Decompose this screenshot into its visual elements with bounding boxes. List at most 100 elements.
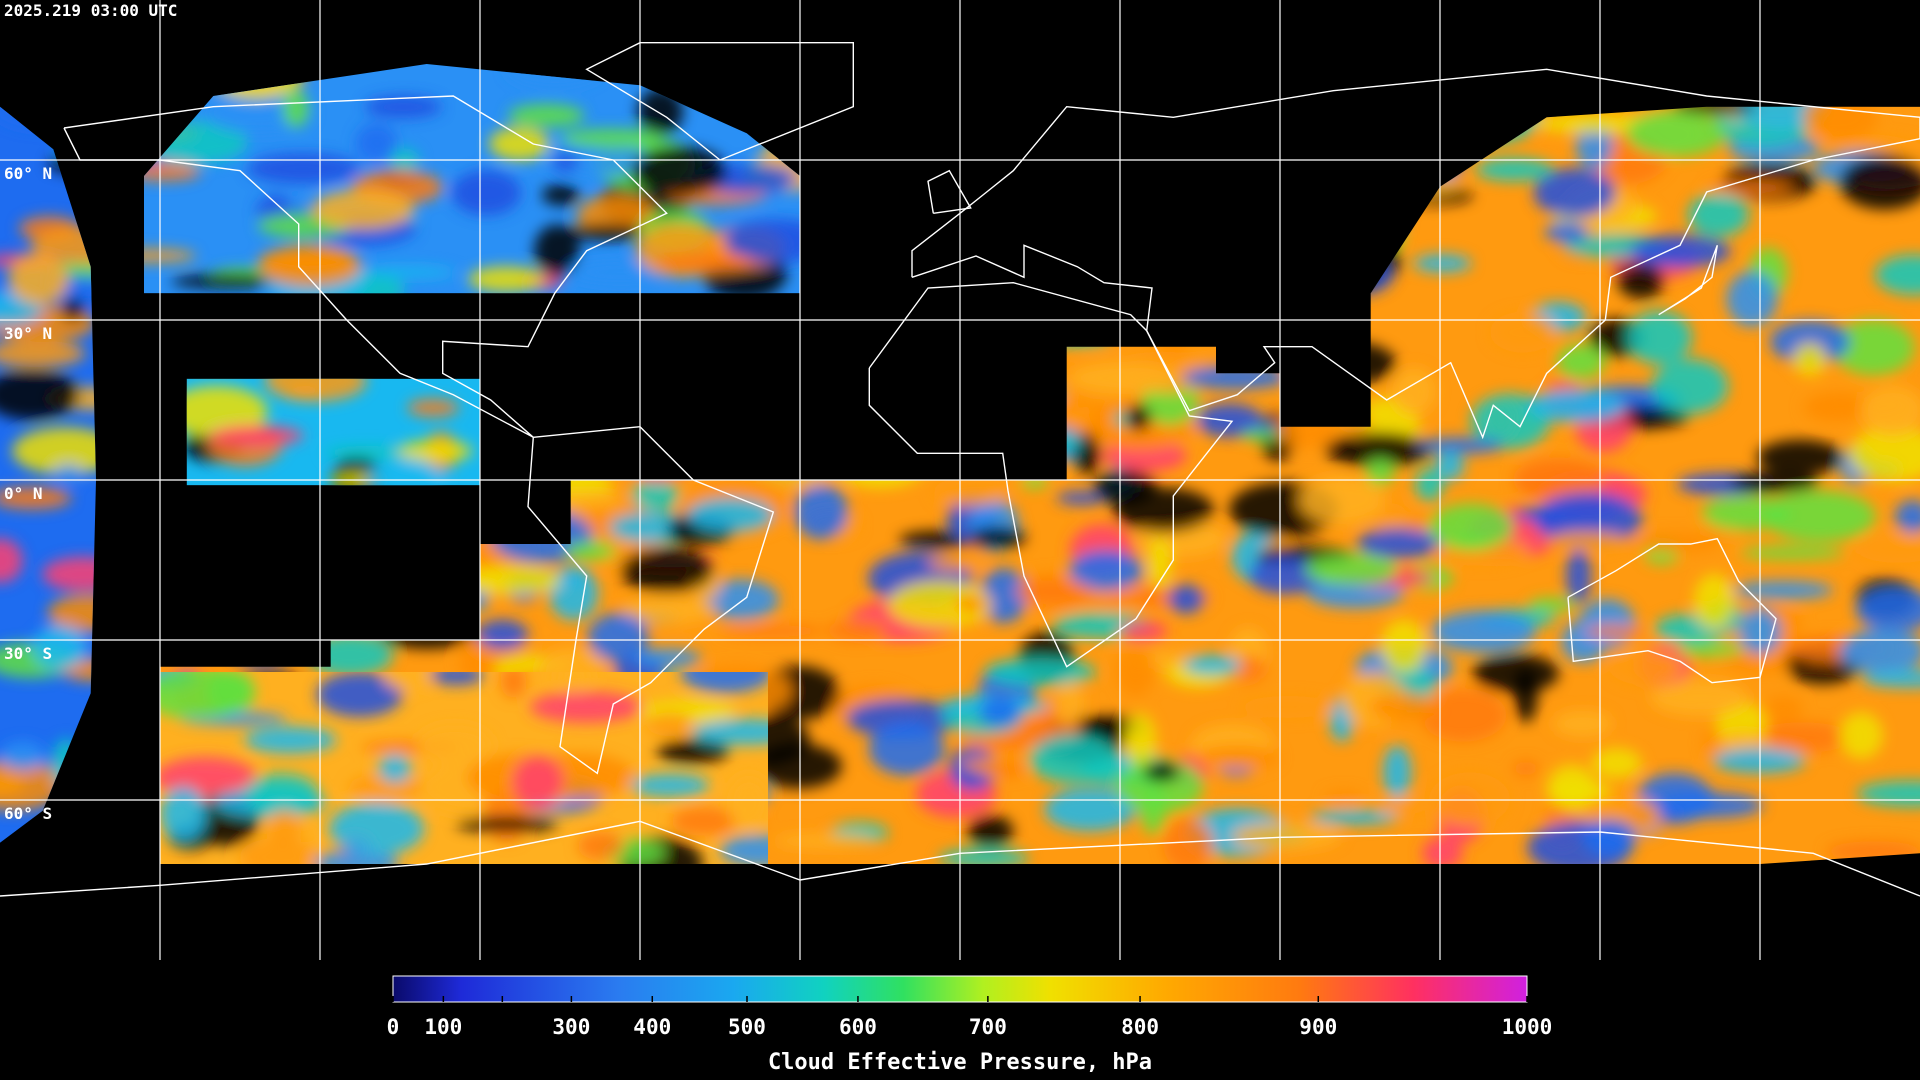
cloud-patch xyxy=(360,266,456,279)
colorbar-tick-label: 500 xyxy=(728,1015,766,1039)
colorbar-label: Cloud Effective Pressure, hPa xyxy=(768,1050,1152,1075)
cloud-patch xyxy=(451,170,522,216)
cloud-patch xyxy=(500,672,527,699)
cloud-patch xyxy=(1553,710,1612,737)
cloud-patch xyxy=(171,274,282,289)
cloud-patch xyxy=(1734,106,1826,131)
cloud-patch xyxy=(984,658,1096,687)
cloud-patch xyxy=(656,738,730,764)
cloud-swath xyxy=(160,672,768,864)
cloud-patch xyxy=(1678,641,1744,658)
cloud-patch xyxy=(1369,693,1441,722)
cloud-patch xyxy=(1652,358,1729,414)
cloud-patch xyxy=(1113,487,1214,533)
cloud-patch xyxy=(283,90,310,128)
cloud-patch xyxy=(1894,500,1920,534)
cloud-patch xyxy=(721,219,800,263)
cloud-patch xyxy=(560,128,663,148)
cloud-patch xyxy=(1591,748,1642,779)
cloud-patch xyxy=(1855,533,1920,563)
cloud-patch xyxy=(489,126,550,161)
cloud-patch xyxy=(1715,732,1771,753)
cloud-patch xyxy=(1382,745,1412,799)
cloud-patch xyxy=(774,833,875,849)
cloud-patch xyxy=(1849,426,1920,482)
cloud-patch xyxy=(429,672,484,685)
cloud-patch xyxy=(1512,457,1606,501)
cloud-patch xyxy=(1673,106,1757,114)
cloud-patch xyxy=(244,773,319,815)
cloud-patch xyxy=(1512,761,1539,776)
cloud-patch xyxy=(1533,491,1643,547)
cloud-patch xyxy=(508,104,585,128)
cloud-patch xyxy=(32,625,87,670)
cloud-patch xyxy=(1126,404,1152,432)
cloud-patch xyxy=(1839,712,1883,759)
colorbar-tick-label: 900 xyxy=(1299,1015,1337,1039)
cloud-patch xyxy=(1183,654,1242,676)
cloud-patch xyxy=(1803,392,1868,423)
cloud-patch xyxy=(1167,584,1205,614)
cloud-patch xyxy=(1650,679,1750,716)
cloud-patch xyxy=(1029,734,1118,784)
cloud-patch xyxy=(979,568,1028,624)
cloud-patch xyxy=(313,850,400,864)
cloud-patch xyxy=(1763,490,1876,542)
cloud-swath xyxy=(186,378,480,486)
cloud-patch xyxy=(620,547,714,594)
cloud-patch xyxy=(1428,503,1513,551)
cloud-patch xyxy=(720,834,768,864)
cloud-patch xyxy=(1381,619,1427,673)
cloud-patch xyxy=(1535,113,1643,134)
colorbar-tick-label: 400 xyxy=(633,1015,671,1039)
cloud-patch xyxy=(311,189,415,230)
cloud-patch xyxy=(702,579,779,621)
coastlines xyxy=(0,42,1920,897)
cloud-patch xyxy=(1729,471,1820,493)
cloud-patch xyxy=(646,712,695,737)
cloud-patch xyxy=(1626,110,1727,157)
cloud-patch xyxy=(969,526,1027,548)
cloud-patch xyxy=(1431,610,1537,653)
cloud-patch xyxy=(1417,437,1505,454)
cloud-patch xyxy=(244,726,337,754)
cloud-patch xyxy=(468,266,544,293)
cloud-patch xyxy=(1068,362,1178,394)
cloud-patch xyxy=(1687,193,1749,237)
cloud-patch xyxy=(324,445,410,460)
cloud-patch xyxy=(355,122,398,164)
cloud-patch xyxy=(476,619,529,651)
cloud-patch xyxy=(1756,439,1844,476)
cloud-patch xyxy=(534,224,580,277)
cloud-patch xyxy=(1068,549,1144,592)
cloud-patch xyxy=(1855,587,1920,633)
cloud-patch xyxy=(1726,271,1778,327)
cloud-patch xyxy=(1609,649,1683,686)
cloud-patch xyxy=(209,425,304,446)
cloud-patch xyxy=(868,721,945,776)
cloud-patch xyxy=(577,831,625,861)
cloud-patch xyxy=(1413,254,1472,273)
cloud-patch xyxy=(12,427,96,475)
cloud-patch xyxy=(1419,688,1507,742)
cloud-patch xyxy=(378,753,412,784)
cloud-patch xyxy=(1513,667,1538,723)
cloud-patch xyxy=(1839,155,1920,210)
cloud-patch xyxy=(1194,745,1281,770)
cloud-patch xyxy=(42,556,96,592)
cloud-patch xyxy=(655,251,753,274)
cloud-patch xyxy=(932,477,1008,507)
cloud-patch xyxy=(1241,695,1336,718)
cloud-patch xyxy=(1324,790,1364,805)
colorbar-tick-label: 600 xyxy=(839,1015,877,1039)
cloud-patch xyxy=(671,806,738,836)
cloud-patch xyxy=(1044,787,1136,832)
cloud-patch xyxy=(1793,343,1827,376)
latitude-label: 60° S xyxy=(4,804,52,823)
cloud-patch xyxy=(726,774,768,831)
cloud-patch xyxy=(587,613,649,662)
cloud-patch xyxy=(1630,234,1731,268)
cloud-patch xyxy=(367,459,443,486)
cloud-patch xyxy=(1547,764,1596,810)
cloud-patch xyxy=(686,497,775,533)
